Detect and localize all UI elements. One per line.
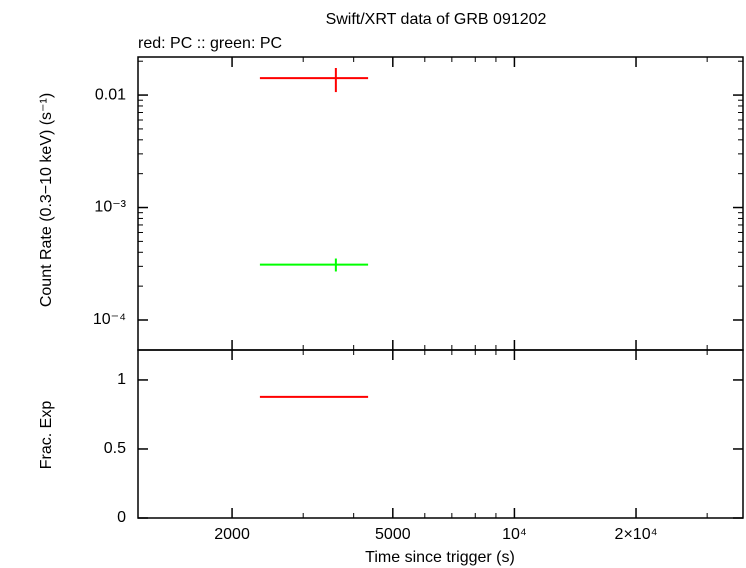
y-tick-label: 0.01 bbox=[95, 86, 126, 103]
plot-frame bbox=[137, 349, 744, 519]
chart-title: Swift/XRT data of GRB 091202 bbox=[326, 11, 547, 28]
plot-frame bbox=[137, 56, 744, 351]
x-tick-label: 10⁴ bbox=[502, 526, 527, 543]
y-tick-label: 1 bbox=[117, 371, 126, 388]
y-tick-label: 10⁻⁴ bbox=[93, 311, 126, 328]
x-tick-label: 2×10⁴ bbox=[615, 526, 658, 543]
x-axis-label: Time since trigger (s) bbox=[365, 549, 515, 566]
y-axis-label: Count Rate (0.3−10 keV) (s⁻¹) bbox=[38, 93, 55, 307]
chart-subtitle: red: PC :: green: PC bbox=[138, 35, 282, 52]
x-tick-label: 5000 bbox=[375, 526, 411, 543]
x-tick-label: 2000 bbox=[214, 526, 250, 543]
y-tick-label: 0 bbox=[117, 509, 126, 526]
y-tick-label: 10⁻³ bbox=[94, 199, 126, 216]
y-tick-label: 0.5 bbox=[104, 440, 126, 457]
y-axis-label: Frac. Exp bbox=[38, 401, 55, 470]
